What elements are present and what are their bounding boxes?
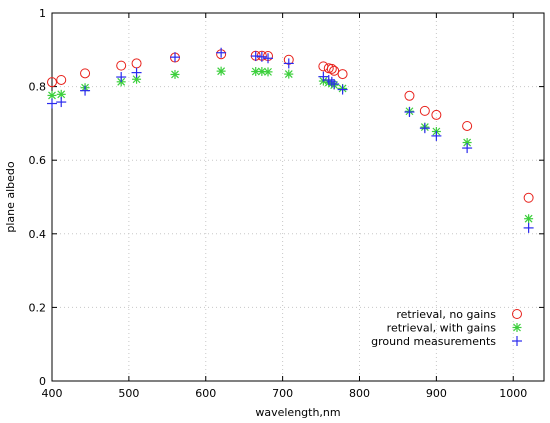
data-point [47, 90, 57, 100]
asterisk-stroke [513, 323, 521, 332]
data-point [462, 120, 473, 131]
asterisk-stroke [264, 67, 272, 76]
data-point [419, 123, 430, 134]
x-tick-label: 800 [349, 387, 370, 400]
data-point [80, 85, 91, 96]
data-point [431, 130, 442, 141]
series-2 [47, 47, 534, 233]
legend-label: retrieval, no gains [396, 308, 496, 321]
y-tick-label: 0.2 [29, 301, 47, 314]
legend-marker [512, 323, 522, 332]
circle-marker [419, 105, 430, 116]
data-point [523, 192, 534, 203]
data-point [283, 58, 294, 69]
circle-marker [131, 58, 142, 69]
legend-marker [512, 336, 522, 346]
asterisk-stroke [48, 91, 56, 100]
asterisk-stroke [132, 75, 141, 84]
asterisk-stroke [171, 70, 179, 79]
data-point [170, 69, 180, 79]
circle-marker [56, 74, 67, 85]
circle-marker [318, 61, 329, 72]
y-tick-label: 0 [39, 375, 46, 388]
data-point [318, 71, 329, 82]
x-tick-label: 600 [195, 387, 216, 400]
circle-marker [326, 63, 337, 74]
circle-marker [431, 109, 442, 120]
axis-ticks: 400 500 600 700 800 900 1000 0 0.2 0.4 0.6 0.8 1 [29, 7, 544, 400]
data-point [131, 58, 142, 69]
data-point [251, 67, 261, 77]
x-tick-label: 500 [118, 387, 139, 400]
circle-marker [404, 90, 415, 101]
grid [52, 13, 544, 381]
asterisk-stroke [463, 138, 472, 147]
circle-marker [462, 120, 473, 131]
circle-marker [512, 309, 522, 319]
data-point [216, 66, 226, 76]
data-point [216, 47, 227, 58]
x-tick-label: 700 [272, 387, 293, 400]
data-point [326, 63, 337, 74]
data-point [419, 105, 430, 116]
legend-label: ground measurements [371, 335, 496, 348]
circle-marker [329, 65, 340, 76]
data-point [523, 222, 534, 233]
data-point [116, 60, 127, 71]
series-1 [47, 66, 534, 224]
legend-marker [512, 309, 522, 319]
y-axis-label: plane albedo [4, 161, 17, 233]
data-point [326, 76, 337, 87]
y-tick-label: 0.4 [29, 228, 47, 241]
data-point [431, 109, 442, 120]
data-point [80, 68, 91, 79]
data-point [263, 53, 274, 64]
circle-marker [116, 60, 127, 71]
data-points [47, 47, 534, 233]
data-point [116, 72, 127, 83]
data-point [56, 97, 67, 108]
asterisk-stroke [57, 90, 66, 99]
data-point [524, 214, 534, 224]
y-tick-label: 0.8 [29, 81, 47, 94]
data-point [329, 79, 340, 90]
data-point [318, 61, 329, 72]
data-point [263, 67, 273, 77]
x-tick-label: 1000 [499, 387, 527, 400]
data-point [131, 67, 142, 78]
asterisk-stroke [284, 70, 293, 79]
circle-marker [47, 77, 57, 88]
data-point [404, 90, 415, 101]
data-point [337, 84, 348, 95]
y-tick-label: 1 [39, 7, 46, 20]
data-point [47, 98, 57, 109]
x-axis-label: wavelength,nm [255, 406, 340, 419]
legend-label: retrieval, with gains [387, 322, 497, 335]
circle-marker [337, 69, 348, 80]
data-point [404, 106, 415, 117]
data-point [337, 69, 348, 80]
data-point [170, 52, 180, 63]
data-point [56, 74, 67, 85]
data-point [462, 143, 473, 154]
x-tick-label: 900 [426, 387, 447, 400]
asterisk-stroke [524, 214, 533, 223]
asterisk-stroke [257, 67, 266, 76]
x-tick-label: 400 [42, 387, 63, 400]
circle-marker [523, 192, 534, 203]
y-tick-label: 0.6 [29, 154, 47, 167]
data-point [284, 69, 294, 79]
data-point [256, 51, 267, 62]
data-point [47, 77, 57, 88]
circle-marker [80, 68, 91, 79]
data-point [250, 51, 261, 62]
plot-frame [51, 12, 545, 382]
asterisk-stroke [217, 67, 226, 76]
asterisk-stroke [251, 67, 260, 76]
data-point [329, 65, 340, 76]
